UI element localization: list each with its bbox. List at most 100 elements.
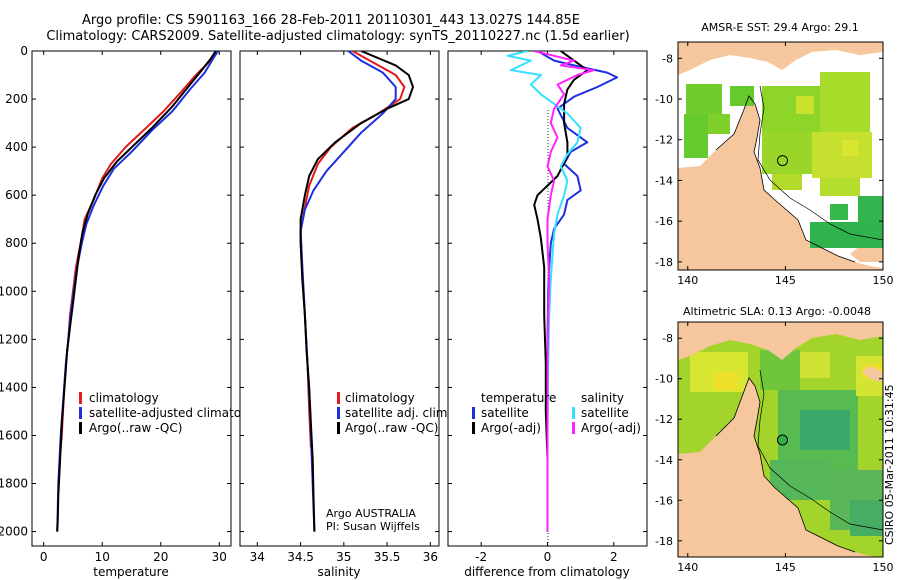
sst-map-panel: AMSR-E SST: 29.4 Argo: 29.1 [655,21,893,287]
x-tick-label: 35 [336,550,351,564]
sla-cell [800,410,850,450]
sst-field [684,72,883,248]
sla-map-lon-axis: 140 145 150 [677,322,894,574]
lat-tick-label: -16 [655,494,673,507]
lat-tick-label: -10 [655,373,673,386]
lat-tick-label: -10 [655,93,673,106]
lat-tick-label: -14 [655,454,673,467]
lat-tick-label: -16 [655,215,673,228]
legend-label-temp-argo: Argo(-adj) [481,421,541,435]
sla-argo-location-marker [777,434,788,446]
sla-land-east [862,366,883,382]
sst-shelf-contour [757,85,883,241]
legend-swatch-satellite [79,407,82,419]
salinity-legend: climatology satellite adj. clim. Argo(..… [337,391,451,435]
lat-tick-label: -8 [662,52,673,65]
salinity-axes-frame [239,50,440,547]
legend-label-climatology: climatology [89,391,159,405]
sst-coastline [715,95,856,263]
legend-swatch-climatology [79,392,82,404]
series-line-salinity-argo-adj- [533,51,595,532]
legend-swatch-temp-argo [472,422,475,434]
y-tick-label: 600 [5,188,28,202]
lat-tick-label: -12 [655,134,673,147]
sst-cell [684,114,708,158]
depth-axis: 0 200 400 600 800 1000 1200 1400 1600 1800 2000 [0,44,231,539]
sst-cell [858,196,883,222]
x-tick-label: 10 [95,550,110,564]
annotation-pi-name: PI: Susan Wijffels [326,520,420,533]
x-tick-label: 0 [544,550,552,564]
lat-tick-label: -18 [655,256,673,269]
legend-label-satellite: satellite-adjusted climatology [89,406,267,420]
x-tick-label: -2 [475,550,487,564]
temperature-panel: 0 200 400 600 800 1000 1200 1400 1600 1800 2000 0 1… [0,44,267,579]
sst-cell [708,114,730,134]
sst-map-title: AMSR-E SST: 29.4 Argo: 29.1 [701,21,859,34]
x-tick-label: 30 [212,550,227,564]
lat-tick-label: -12 [655,413,673,426]
sla-cell [850,500,883,536]
legend-swatch-argo [337,422,340,434]
sst-cell [730,86,754,106]
lon-tick-label: 145 [775,274,796,287]
difference-legend: temperature salinity satellite Argo(-adj… [472,391,641,435]
legend-label-satellite: satellite adj. clim. [345,406,451,420]
temperature-axes-frame [31,50,232,547]
sst-cell [772,174,802,190]
x-tick-label: 35.5 [374,550,401,564]
sla-map-lat-axis: -8 -10 -12 -14 -16 -18 [655,332,883,548]
legend-label-climatology: climatology [345,391,415,405]
sla-map-panel: Altimetric SLA: 0.13 Argo: -0.0048 [655,305,893,574]
y-tick-label: 200 [5,92,28,106]
legend-swatch-sal-satellite [572,407,575,419]
sst-land-cape-york [678,96,883,270]
x-tick-label: 34.5 [287,550,314,564]
y-tick-label: 1200 [0,332,28,346]
y-tick-label: 2000 [0,525,28,539]
legend-swatch-satellite [337,407,340,419]
series-line-temperature-argo-adj- [533,51,589,532]
x-tick-label: 20 [153,550,168,564]
sla-shelf-contour [757,369,883,531]
legend-swatch-argo [79,422,82,434]
lon-tick-label: 140 [677,561,698,574]
y-tick-label: 1400 [0,380,28,394]
y-tick-label: 800 [5,236,28,250]
lon-tick-label: 145 [775,561,796,574]
legend-swatch-climatology [337,392,340,404]
temperature-axis: 0 10 20 30 [40,51,227,564]
csiro-timestamp: CSIRO 05-Mar-2011 10:31:45 [883,384,896,545]
sla-map-content [678,322,883,557]
sla-cell [800,352,830,378]
sla-land-north [678,322,883,360]
sst-cell [810,222,883,248]
series-line-argo-raw-qc- [299,51,414,532]
series-line-salinity-satellite [506,51,582,532]
sst-argo-location-marker [777,155,788,167]
salinity-axis: 34 34.5 35 35.5 36 [250,51,438,564]
annotation-argo-australia: Argo AUSTRALIA [326,507,416,520]
temperature-series [56,51,219,532]
sst-cell [796,96,814,114]
sst-map-frame [677,41,884,271]
legend-header-temperature: temperature [481,391,556,405]
x-tick-label: 36 [423,550,438,564]
salinity-panel: 34 34.5 35 35.5 36 salinity climatology sate… [239,50,451,579]
difference-depth-ticks [448,50,647,533]
difference-xlabel: difference from climatology [464,565,630,579]
legend-swatch-temp-satellite [472,407,475,419]
salinity-series [299,51,414,532]
sst-cell [762,132,812,174]
lon-tick-label: 140 [677,274,698,287]
header-title: Argo profile: CS 5901163_166 28-Feb-2011… [82,13,580,28]
difference-axis: -2 0 2 [475,51,618,564]
series-line-argo-raw-qc- [56,51,217,532]
temperature-legend: climatology satellite-adjusted climatolo… [79,391,267,435]
sst-cell [820,178,860,196]
temperature-xlabel: temperature [93,565,168,579]
x-tick-label: 0 [40,550,48,564]
sst-map-lat-axis: -8 -10 -12 -14 -16 -18 [655,52,883,269]
x-tick-label: 2 [610,550,618,564]
